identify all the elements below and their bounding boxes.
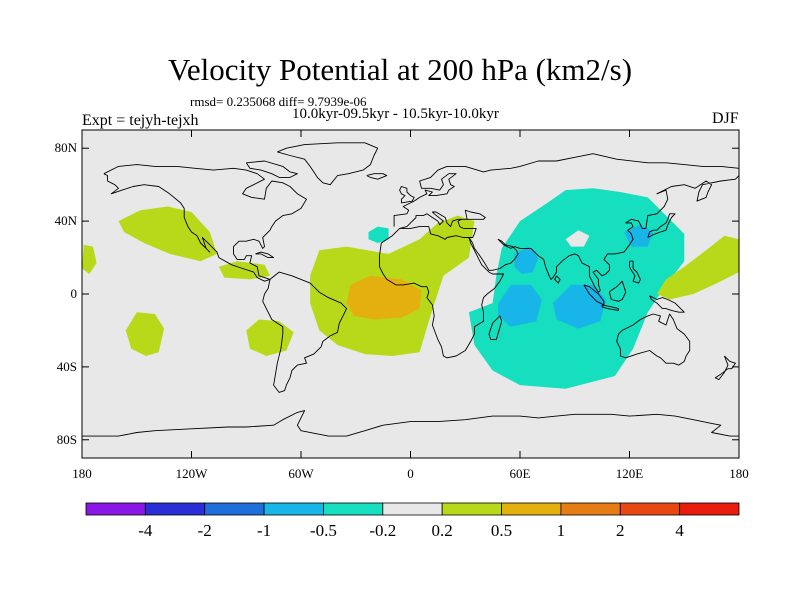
colorbar-box xyxy=(382,502,443,516)
stats-label: rmsd= 0.235068 diff= 9.7939e-06 xyxy=(190,94,367,109)
colorbar-box xyxy=(85,502,146,516)
lon-tick-label: 60E xyxy=(510,466,531,481)
colorbar-box xyxy=(441,502,502,516)
colorbar-label: -4 xyxy=(138,521,153,540)
negative-core-arabia xyxy=(514,246,539,274)
positive-patch-south-america xyxy=(246,319,294,356)
colorbar-label: -0.5 xyxy=(310,521,337,540)
axis-ticks: 80N 40N 0 40S 80S 180 120W 60W 0 60E 120E 180 xyxy=(55,130,749,481)
coast-iceland xyxy=(366,173,388,180)
lon-tick-label: 180 xyxy=(729,466,749,481)
positive-patch-north-america xyxy=(118,206,217,262)
positive-patch-west-pacific xyxy=(656,235,739,300)
coast-cuba xyxy=(255,251,275,259)
lon-tick-label: 0 xyxy=(407,466,414,481)
contour-fill-layer xyxy=(82,188,739,389)
colorbar-label: 1 xyxy=(557,521,566,540)
coast-new-zealand xyxy=(714,355,736,381)
period-label: 10.0kyr-09.5kyr - 10.5kyr-10.0kyr xyxy=(292,106,499,122)
positive-patch-east-pacific xyxy=(82,244,97,274)
coast-africa xyxy=(379,226,505,359)
positive-patch-caribbean xyxy=(218,261,270,280)
lat-tick-label: 40N xyxy=(55,213,78,228)
negative-core-east-indian xyxy=(552,284,606,329)
coast-britain xyxy=(399,186,415,204)
coast-sumatra xyxy=(583,284,605,306)
negative-core-west-indian xyxy=(498,284,542,327)
negative-patch-northwest-africa xyxy=(368,226,389,243)
coast-eurasia-west xyxy=(393,153,739,227)
colorbar-box xyxy=(560,502,621,516)
coast-baffin xyxy=(245,160,298,178)
lat-tick-label: 0 xyxy=(71,286,78,301)
coast-java xyxy=(601,304,619,311)
colorbar-label: -0.2 xyxy=(369,521,396,540)
coast-north-america xyxy=(103,164,307,280)
colorbar-box xyxy=(679,502,740,516)
positive-patch-south-pacific xyxy=(125,312,165,356)
colorbar: -4 -2 -1 -0.5 -0.2 0.2 0.5 1 2 4 xyxy=(85,502,740,540)
coast-sri-lanka xyxy=(554,275,561,284)
colorbar-label: -2 xyxy=(198,521,212,540)
coast-madagascar xyxy=(488,315,503,341)
coast-north-america-pacific xyxy=(103,173,271,282)
coast-borneo xyxy=(608,280,627,302)
coast-arabia-india xyxy=(468,175,739,293)
coast-south-america xyxy=(262,271,348,393)
lat-tick-label: 40S xyxy=(57,359,77,374)
neutral-hole-tibet xyxy=(565,230,590,247)
colorbar-label: 0.5 xyxy=(491,521,512,540)
coast-greenland xyxy=(277,142,379,186)
coast-new-guinea xyxy=(649,295,685,313)
coast-antarctica xyxy=(82,410,739,437)
lon-tick-label: 120E xyxy=(616,466,644,481)
positive-core-atlantic xyxy=(346,275,422,320)
colorbar-label: 0.2 xyxy=(432,521,453,540)
experiment-label: Expt = tejyh-tejxh xyxy=(82,112,199,129)
coast-mediterranean xyxy=(399,209,486,238)
colorbar-label: -1 xyxy=(257,521,271,540)
colorbar-box xyxy=(323,502,384,516)
colorbar-box xyxy=(501,502,562,516)
season-label: DJF xyxy=(712,110,739,127)
colorbar-box xyxy=(263,502,324,516)
lat-tick-label: 80N xyxy=(55,140,78,155)
negative-core-china xyxy=(624,224,654,247)
plot-title: Velocity Potential at 200 hPa (km2/s) xyxy=(167,52,633,87)
coast-australia xyxy=(616,313,691,366)
coastline-layer xyxy=(82,142,739,437)
lon-tick-label: 60W xyxy=(288,466,314,481)
coast-philippines xyxy=(629,260,641,284)
lon-tick-label: 120W xyxy=(176,466,209,481)
colorbar-label: 2 xyxy=(616,521,625,540)
lat-tick-label: 80S xyxy=(57,432,77,447)
colorbar-label: 4 xyxy=(675,521,684,540)
coast-japan xyxy=(647,213,676,238)
colorbar-box xyxy=(144,502,206,516)
lon-tick-label: 180 xyxy=(72,466,92,481)
colorbar-box xyxy=(204,502,265,516)
colorbar-box xyxy=(619,502,681,516)
